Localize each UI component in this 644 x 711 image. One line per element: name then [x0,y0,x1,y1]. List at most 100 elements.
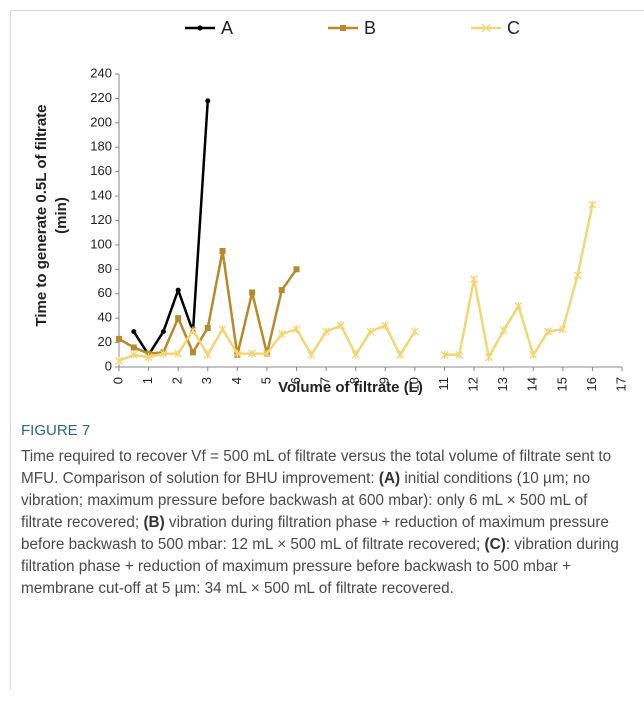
x-tick-label: 5 [258,377,273,384]
caption-part: : vibration during filtration phase + re… [21,536,619,597]
y-tick-label: 0 [105,358,112,373]
series-line [118,204,594,363]
data-point [205,98,211,104]
series-line [118,249,298,357]
data-point [277,330,286,339]
data-point [233,349,242,358]
data-point [204,324,211,331]
x-tick-label: 14 [525,377,540,391]
data-point [396,350,405,359]
y-tick-label: 100 [90,236,112,251]
x-tick-label: 0 [110,377,125,384]
y-tick-label: 240 [90,65,112,80]
caption-part: vibration during filtration phase + redu… [21,514,609,553]
x-tick-label: 15 [554,377,569,391]
y-tick-label: 20 [98,334,112,349]
data-point [307,350,316,359]
x-tick-label: 13 [495,377,510,391]
data-point [160,329,166,335]
data-point [588,200,597,209]
data-point [218,325,227,334]
x-tick-label: 12 [465,377,480,391]
data-point [499,326,508,335]
legend-marker [340,25,346,31]
y-tick-label: 160 [90,163,112,178]
data-point [544,327,552,336]
data-point [131,329,137,335]
y-tick-label: 140 [90,188,112,203]
caption: FIGURE 7 Time required to recover Vf = 5… [21,420,621,600]
caption-text: Time required to recover Vf = 500 mL of … [21,446,621,600]
figure-frame [10,10,644,690]
x-tick-label: 2 [170,377,185,384]
x-tick-label: 3 [199,377,214,384]
data-point [116,335,122,342]
data-point [175,287,181,293]
x-tick-label: 1 [140,377,155,384]
data-point [262,349,271,358]
data-point [351,350,360,359]
data-point [248,349,257,358]
x-tick-label: 7 [318,377,333,384]
legend-label: C [507,18,520,38]
data-point [410,327,419,336]
data-point [293,266,300,273]
data-point [189,349,196,356]
y-tick-label: 180 [90,139,112,154]
x-tick-label: 10 [406,377,421,391]
x-tick-label: 4 [229,377,244,384]
legend-label: B [364,18,376,38]
data-point [175,315,182,322]
x-tick-label: 8 [347,377,362,384]
y-axis-label: Time to generate 0.5L of filtrate [33,104,50,326]
data-point [381,321,390,330]
data-point [249,289,256,296]
data-point [189,326,197,335]
series-line [132,100,210,357]
y-tick-label: 60 [98,285,112,300]
data-point [292,325,301,334]
x-tick-label: 9 [377,377,392,384]
caption-part: (B) [143,514,165,531]
legend-marker [197,25,203,31]
y-tick-label: 200 [90,114,112,129]
caption-part: Time required to recover Vf = 500 mL of … [21,448,612,487]
figure-label: FIGURE 7 [21,422,91,439]
data-point [470,275,479,284]
x-tick-label: 6 [288,377,303,384]
data-point [130,344,137,351]
data-point [115,356,123,365]
caption-part: (C) [484,536,506,553]
y-tick-label: 40 [98,310,112,325]
data-point [366,327,375,336]
x-axis-label: Volume of filtrate (L) [278,379,423,396]
data-point [159,349,168,358]
data-point [144,353,153,362]
data-point [203,350,212,359]
data-point [278,287,285,294]
x-tick-label: 16 [584,377,599,391]
y-axis-label: (min) [53,197,70,234]
legend-marker [481,23,491,33]
y-tick-label: 220 [90,90,112,105]
x-tick-label: 11 [436,377,451,391]
y-tick-label: 80 [98,261,112,276]
caption-part: (A) [378,470,401,487]
data-point [455,350,464,359]
y-tick-label: 120 [90,212,112,227]
caption-part: initial conditions (10 µm; no vibration;… [21,470,591,531]
legend-label: A [221,18,233,38]
data-point [336,321,345,330]
data-point [440,350,449,359]
data-point [484,353,493,362]
x-tick-label: 17 [613,377,628,391]
data-point [514,301,523,310]
data-point [529,350,538,359]
data-point [558,325,567,334]
data-point [129,350,138,359]
data-point [174,349,183,358]
data-point [573,271,582,280]
data-point [322,327,331,336]
